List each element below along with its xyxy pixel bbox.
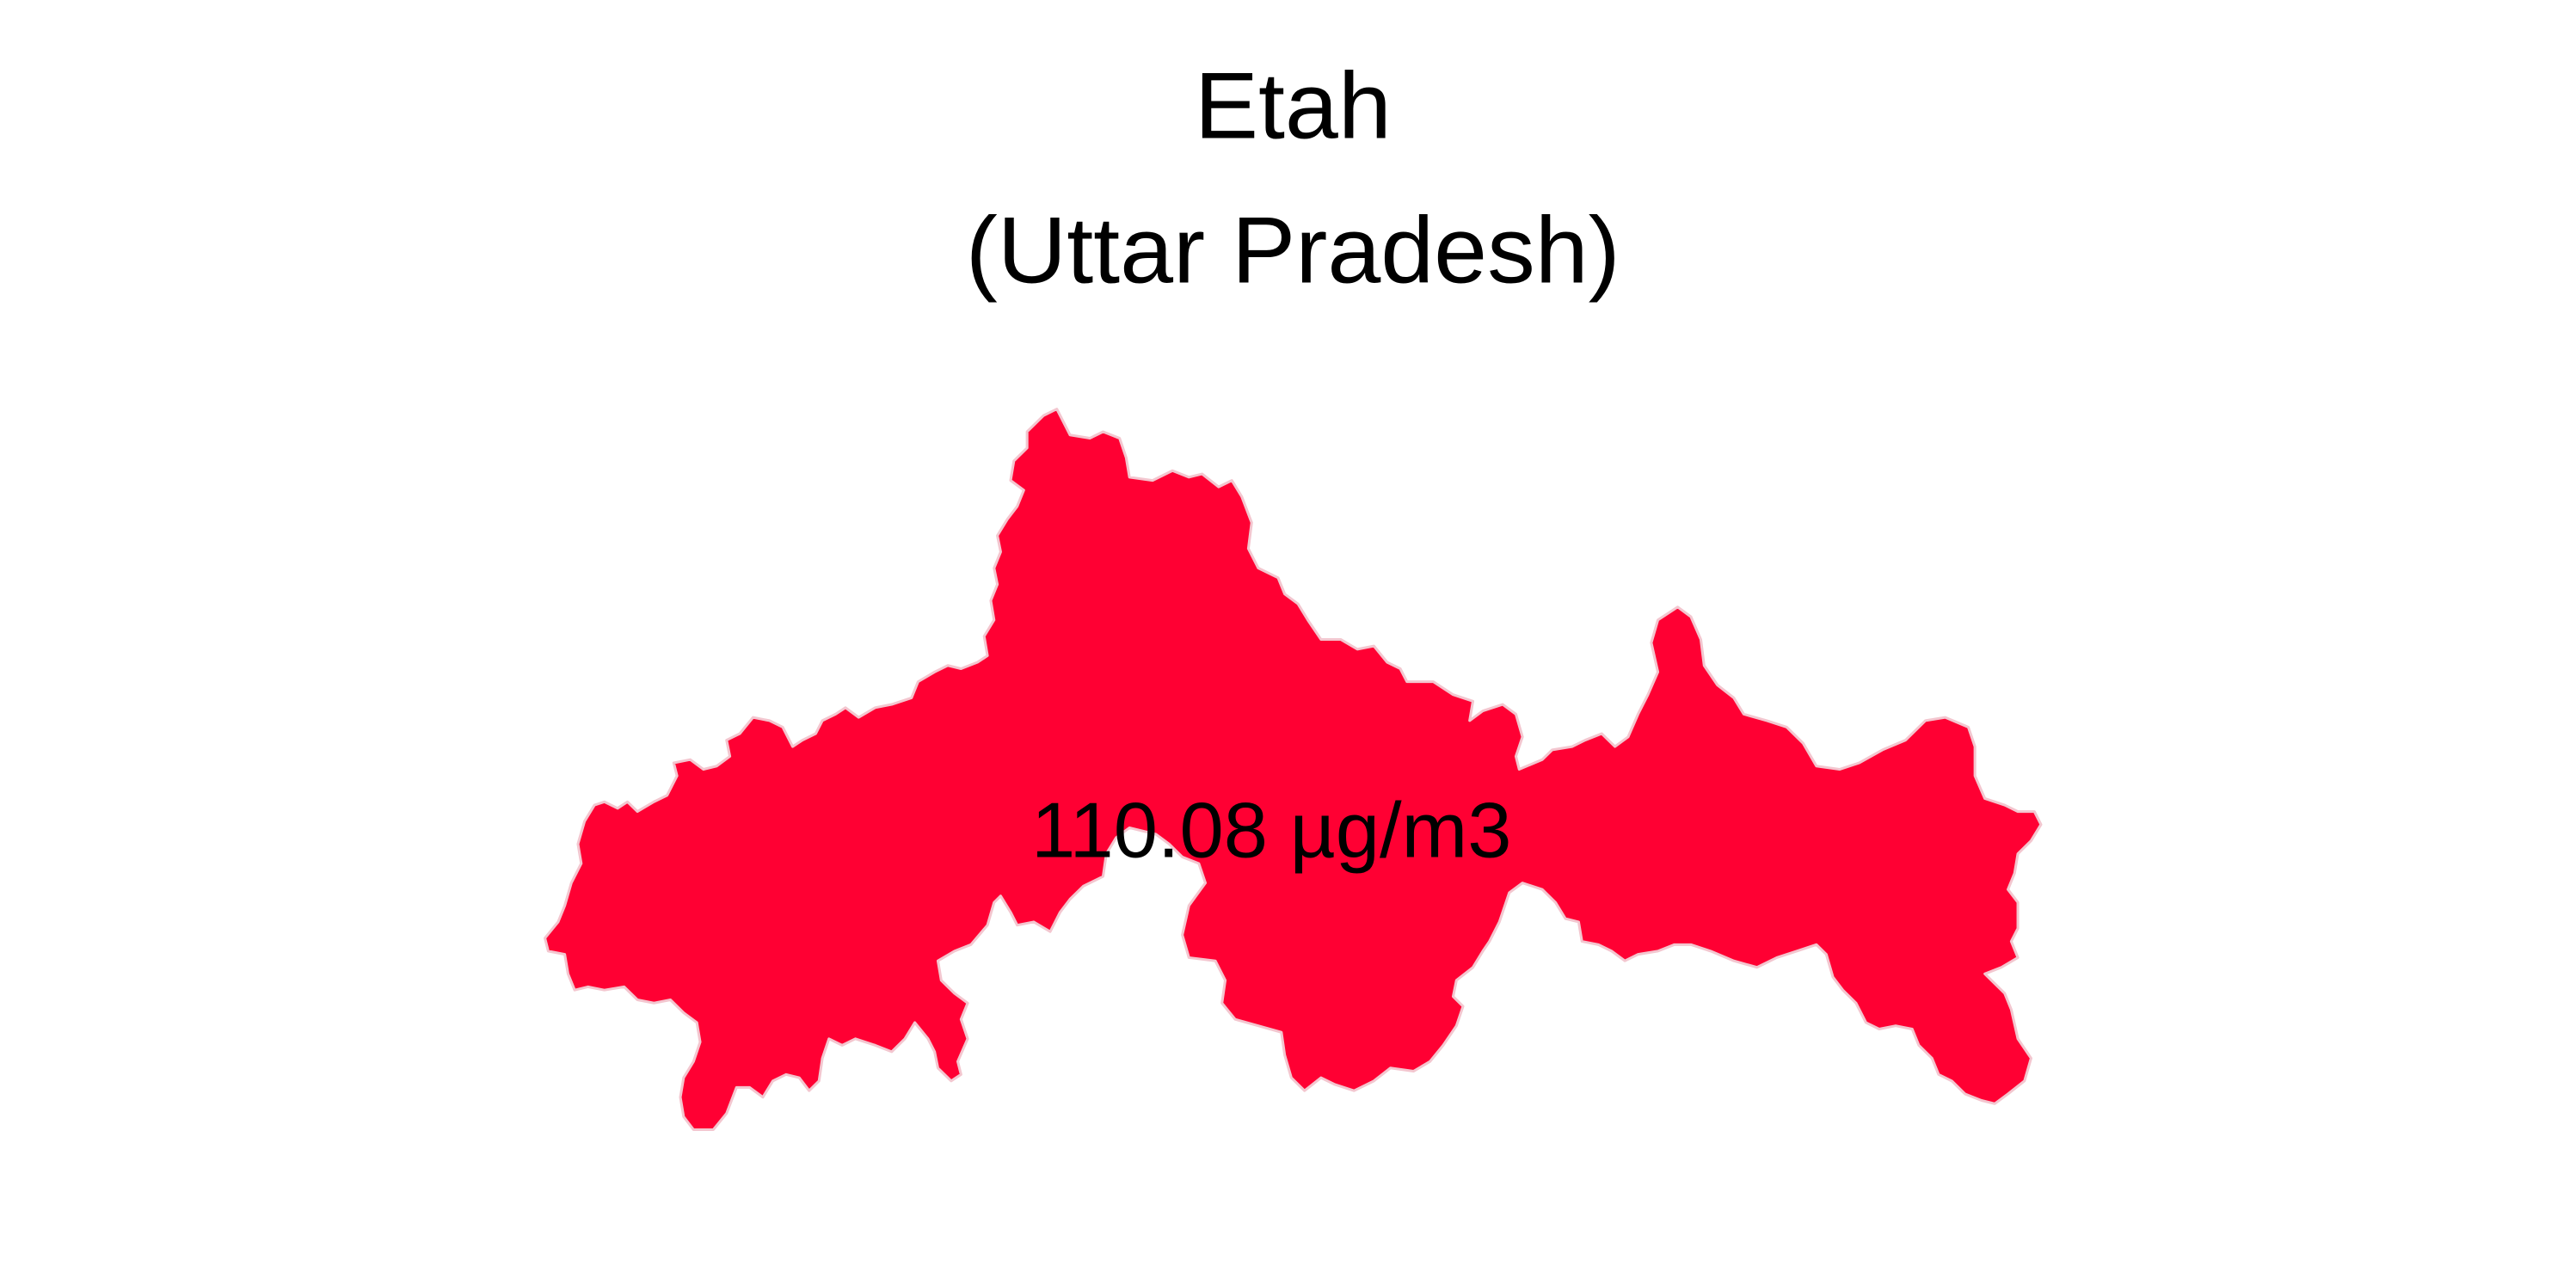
district-boundary-etah (544, 408, 2043, 1131)
map-title: Etah (1195, 53, 1392, 158)
map-subtitle: (Uttar Pradesh) (966, 198, 1620, 303)
value-label: 110.08 µg/m3 (1031, 787, 1512, 874)
